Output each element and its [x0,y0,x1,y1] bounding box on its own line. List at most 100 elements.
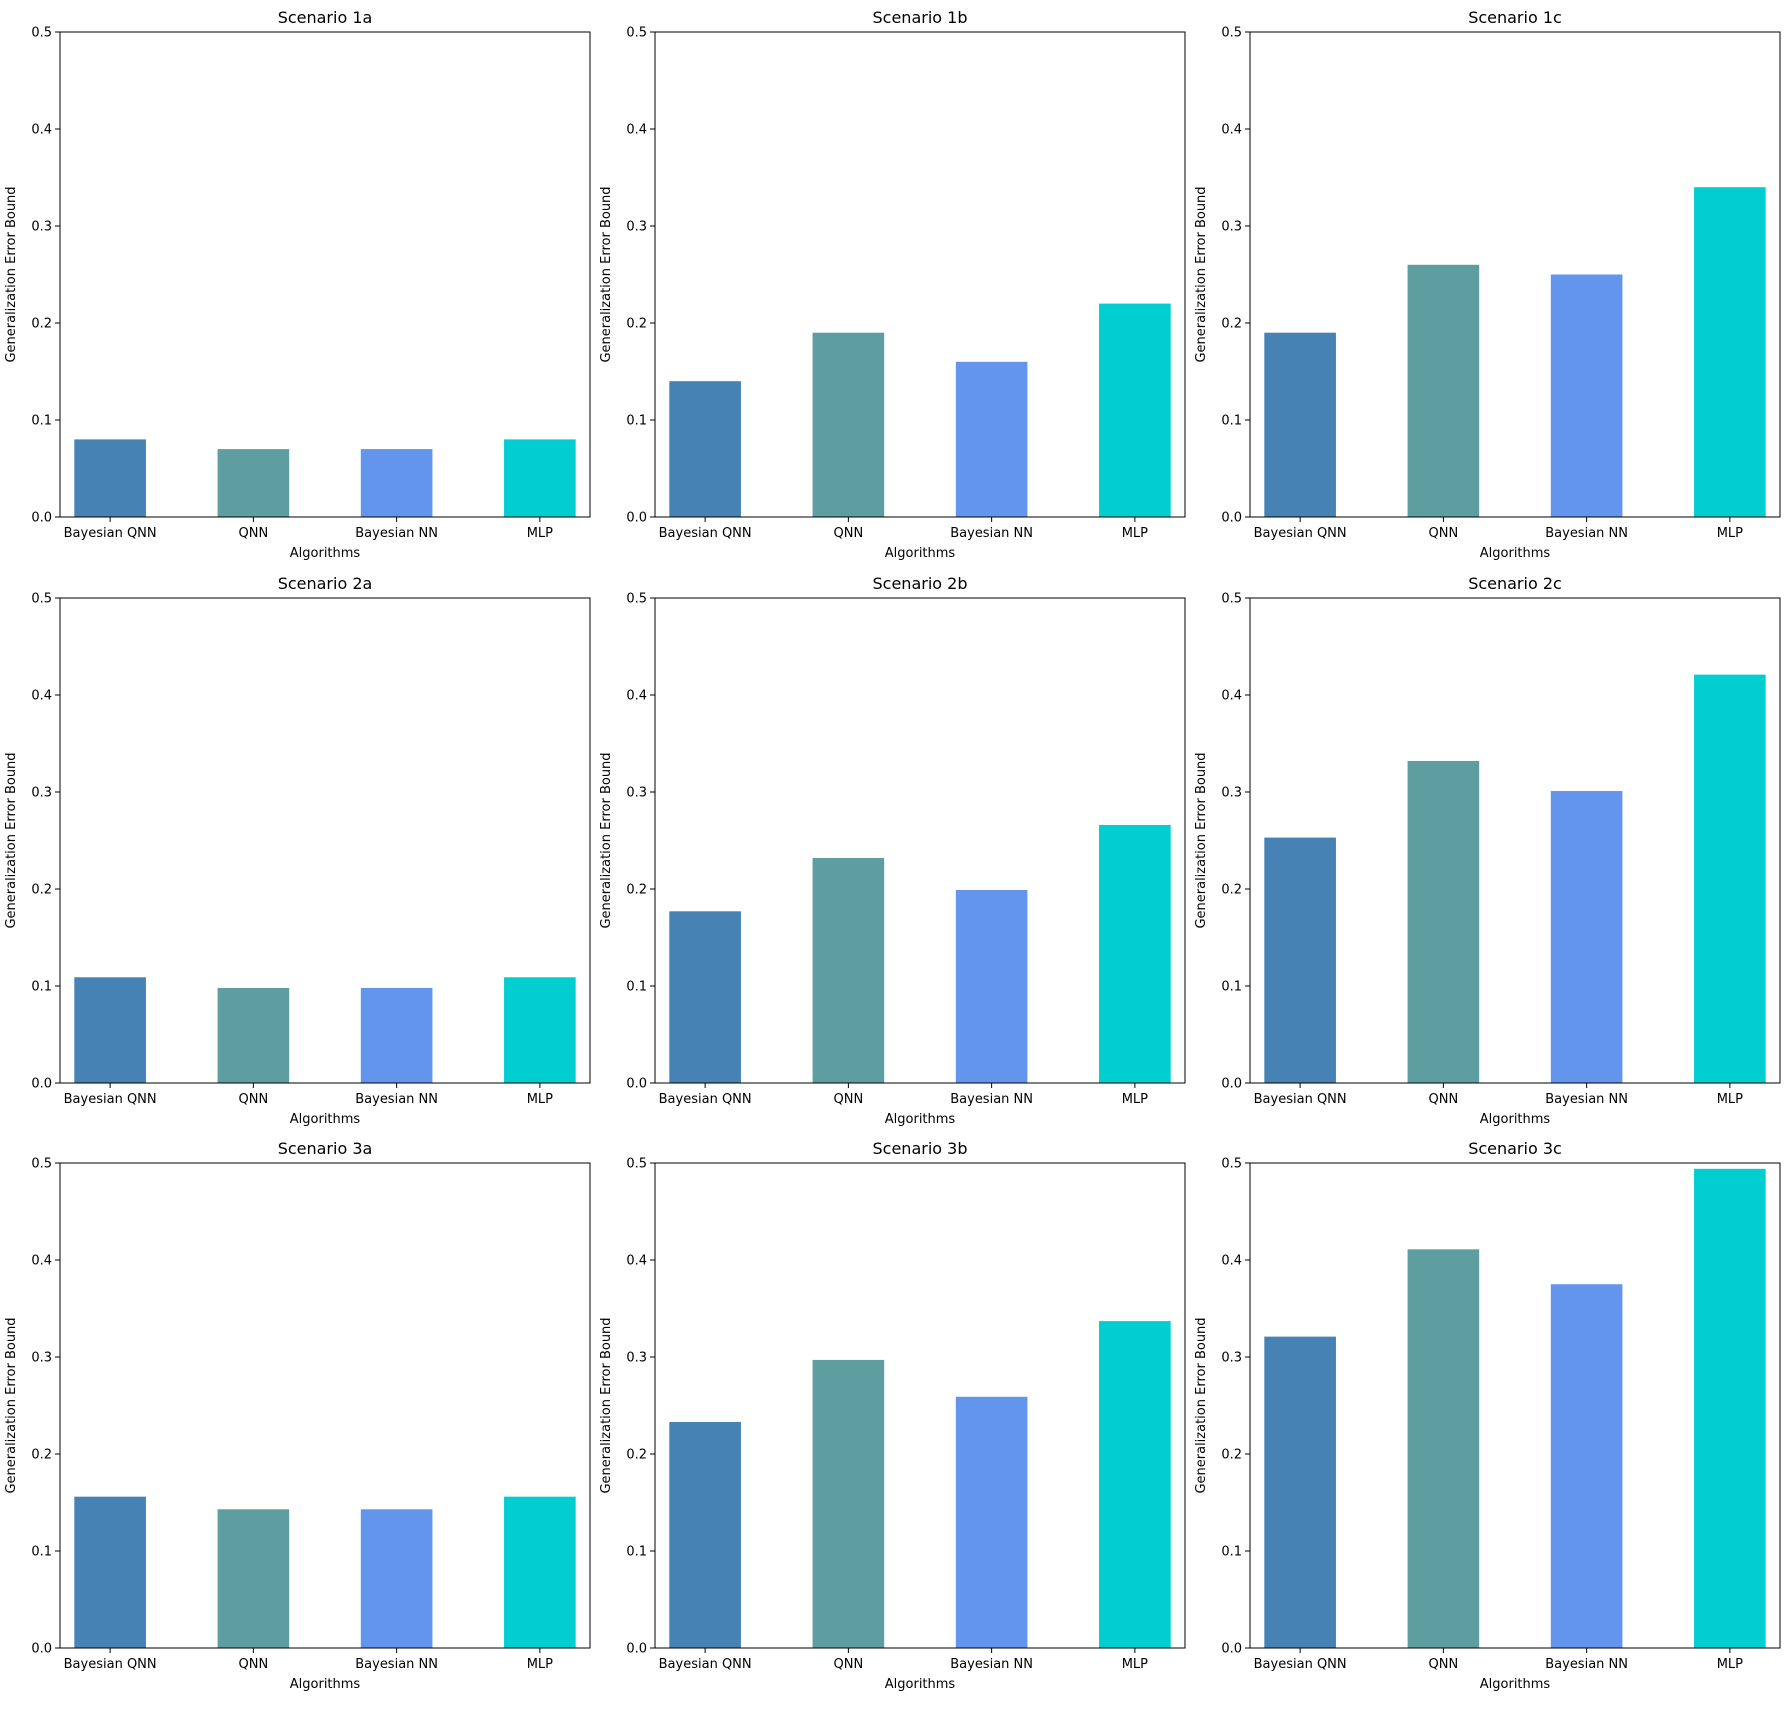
x-tick-label: Bayesian QNN [659,526,752,541]
x-tick-label: MLP [1717,526,1743,541]
bar [74,977,146,1083]
subplot: 0.0 0.1 0.2 0.3 0.4 0.5 Bayesian QNN QNN Bayesia… [599,1139,1186,1692]
y-axis-label: Generalization Error Bound [1194,752,1209,928]
bar [812,857,885,1083]
x-tick-label: Bayesian QNN [659,1657,752,1672]
x-tick-label: QNN [834,1657,864,1672]
x-tick-label: Bayesian NN [355,526,438,541]
y-tick-label: 0.2 [1221,317,1242,332]
axes-frame [1249,597,1781,1084]
bar [74,1496,146,1648]
y-tick-label: 0.0 [626,511,647,526]
bar [669,911,741,1083]
bar [217,449,290,517]
subplot: 0.0 0.1 0.2 0.3 0.4 0.5 Bayesian QNN QNN Bayesia… [4,1139,591,1692]
bar [74,439,146,517]
x-axis-label: Algorithms [1480,546,1551,561]
y-tick-label: 0.5 [31,26,52,41]
y-axis-label: Generalization Error Bound [599,1317,614,1493]
bar [360,987,433,1083]
bar [360,449,433,517]
y-tick-label: 0.3 [1221,220,1242,235]
bar [1099,303,1171,517]
subplot: 0.0 0.1 0.2 0.3 0.4 0.5 Bayesian QNN QNN Bayesia… [4,574,591,1127]
y-tick-label: 0.1 [31,414,52,429]
x-axis-label: Algorithms [1480,1677,1551,1692]
subplot: 0.0 0.1 0.2 0.3 0.4 0.5 Bayesian QNN QNN Bayesia… [599,574,1186,1127]
y-tick-label: 0.4 [1221,123,1242,138]
bar [1407,1249,1480,1648]
x-tick-label: Bayesian QNN [64,1092,157,1107]
y-tick-label: 0.4 [31,689,52,704]
bar [1550,1284,1623,1648]
bar [1264,837,1336,1083]
x-tick-label: MLP [527,1657,553,1672]
y-tick-label: 0.5 [626,592,647,607]
y-axis-label: Generalization Error Bound [4,1317,19,1493]
axes-frame [654,597,1186,1084]
y-tick-label: 0.5 [626,1157,647,1172]
y-tick-label: 0.1 [31,1545,52,1560]
x-tick-label: QNN [834,526,864,541]
bar [669,381,741,517]
y-tick-label: 0.0 [31,1077,52,1092]
axes-frame [654,31,1186,518]
y-tick-label: 0.5 [1221,26,1242,41]
y-tick-label: 0.0 [31,511,52,526]
y-tick-label: 0.2 [1221,1448,1242,1463]
bar [812,1359,885,1648]
y-tick-label: 0.2 [31,883,52,898]
bar [1550,791,1623,1083]
axes-frame [59,1162,591,1649]
chart-title: Scenario 1b [873,8,968,27]
y-tick-label: 0.0 [626,1642,647,1657]
y-tick-label: 0.2 [1221,883,1242,898]
y-tick-label: 0.0 [1221,1642,1242,1657]
x-tick-label: Bayesian NN [1545,526,1628,541]
x-tick-label: Bayesian QNN [659,1092,752,1107]
y-tick-label: 0.4 [1221,1254,1242,1269]
y-tick-label: 0.0 [1221,1077,1242,1092]
x-axis-label: Algorithms [885,546,956,561]
bar [812,332,885,517]
y-tick-label: 0.1 [626,980,647,995]
x-tick-label: QNN [1429,526,1459,541]
y-tick-label: 0.1 [1221,1545,1242,1560]
x-tick-label: Bayesian QNN [1254,526,1347,541]
y-tick-label: 0.1 [626,414,647,429]
x-tick-label: Bayesian NN [950,1092,1033,1107]
x-tick-label: QNN [239,526,269,541]
x-tick-label: Bayesian NN [950,1657,1033,1672]
chart-title: Scenario 3c [1468,1139,1562,1158]
y-tick-label: 0.3 [626,220,647,235]
y-tick-label: 0.3 [1221,786,1242,801]
x-tick-label: Bayesian QNN [1254,1657,1347,1672]
y-tick-label: 0.3 [31,1351,52,1366]
bar [955,1396,1028,1648]
y-tick-label: 0.1 [1221,980,1242,995]
bar [1694,1168,1766,1648]
y-tick-label: 0.5 [31,1157,52,1172]
bar [504,439,576,517]
bar [669,1421,741,1648]
bar [1407,760,1480,1083]
y-tick-label: 0.1 [1221,414,1242,429]
bar [504,977,576,1083]
subplot: 0.0 0.1 0.2 0.3 0.4 0.5 Bayesian QNN QNN Bayesia… [1194,574,1781,1127]
y-tick-label: 0.2 [626,317,647,332]
y-tick-label: 0.1 [31,980,52,995]
y-tick-label: 0.3 [31,786,52,801]
x-tick-label: QNN [239,1657,269,1672]
y-tick-label: 0.4 [31,123,52,138]
chart-title: Scenario 2b [873,574,968,593]
x-axis-label: Algorithms [290,546,361,561]
bar [1694,187,1766,517]
x-tick-label: MLP [1717,1657,1743,1672]
chart-title: Scenario 1a [278,8,373,27]
x-tick-label: MLP [1122,526,1148,541]
chart-title: Scenario 1c [1468,8,1562,27]
x-tick-label: QNN [1429,1092,1459,1107]
y-tick-label: 0.2 [31,317,52,332]
y-tick-label: 0.5 [31,592,52,607]
